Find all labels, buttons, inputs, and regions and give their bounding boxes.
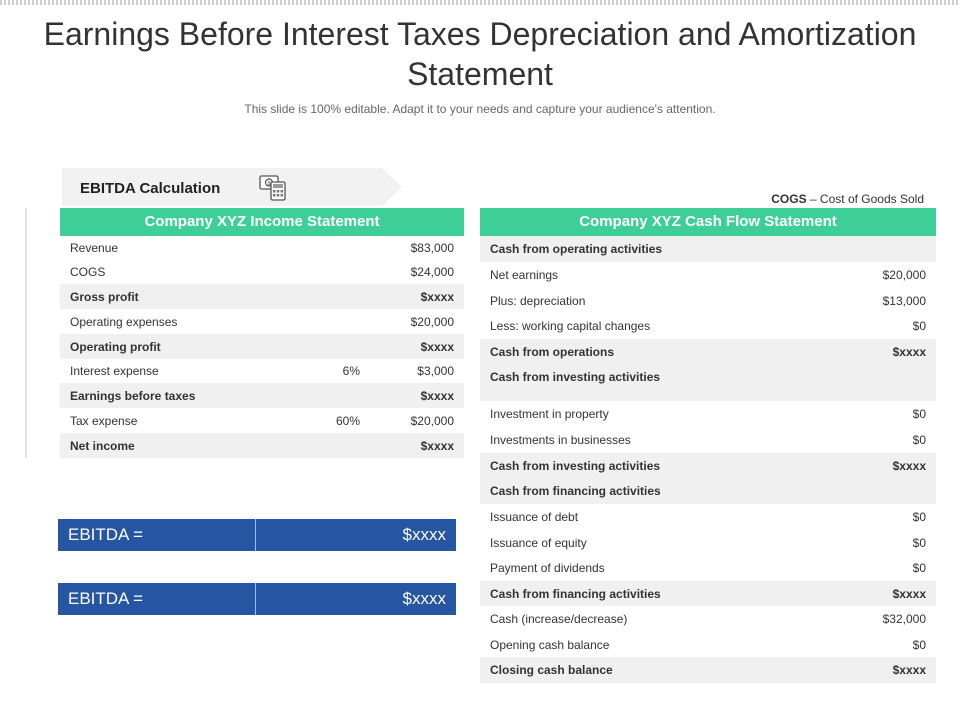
income-row-value: $3,000 xyxy=(417,364,454,378)
cash-flow-row-value: $32,000 xyxy=(882,612,926,626)
cash-flow-row-value: $0 xyxy=(912,510,926,524)
cash-flow-row-value: $xxxx xyxy=(892,345,926,359)
cash-flow-row-label: Cash from investing activities xyxy=(490,458,661,473)
cash-flow-row: Investments in businesses $0 xyxy=(480,427,936,453)
cash-flow-row-label: Payment of dividends xyxy=(490,561,605,575)
income-row-value: $20,000 xyxy=(410,413,454,428)
cash-flow-row: Cash from operations $xxxx xyxy=(480,339,936,365)
income-row-net-income: Net income $xxxx xyxy=(60,433,464,458)
income-row-interest-expense: Interest expense 6% $3,000 xyxy=(60,359,464,383)
income-row-label: Earnings before taxes xyxy=(70,388,196,403)
income-statement-header: Company XYZ Income Statement xyxy=(60,208,464,236)
cogs-definition: – Cost of Goods Sold xyxy=(806,192,924,206)
cash-flow-row-label: Closing cash balance xyxy=(490,663,613,677)
cash-flow-row-value: $0 xyxy=(912,637,926,652)
cash-flow-row-label: Investments in businesses xyxy=(490,433,631,447)
cash-flow-row-value: $0 xyxy=(912,319,926,333)
ebitda-label: EBITDA = xyxy=(58,583,256,615)
cash-flow-row-value: $0 xyxy=(912,561,926,575)
cash-flow-row: Investment in property $0 xyxy=(480,401,936,427)
cash-flow-row: Net earnings $20,000 xyxy=(480,262,936,288)
cash-flow-row-label: Cash from operating activities xyxy=(490,242,663,256)
cash-flow-row: Payment of dividends $0 xyxy=(480,555,936,581)
cash-flow-row-value: $0 xyxy=(912,433,926,447)
cash-flow-row-value: $20,000 xyxy=(882,268,926,282)
income-row-label: Operating expenses xyxy=(70,314,178,329)
cash-flow-row: Opening cash balance $0 xyxy=(480,632,936,657)
cash-flow-row: Cash (increase/decrease) $32,000 xyxy=(480,606,936,632)
cash-flow-row-label: Opening cash balance xyxy=(490,637,610,652)
ebitda-box: EBITDA = $xxxx xyxy=(58,583,456,615)
ebitda-value: $xxxx xyxy=(402,589,446,608)
cash-flow-row-label: Net earnings xyxy=(490,268,559,282)
cash-flow-row-value: $xxxx xyxy=(892,586,926,601)
cash-flow-row-value: $0 xyxy=(912,407,926,421)
cash-flow-row: Cash from financing activities $xxxx xyxy=(480,581,936,606)
cash-flow-row: Issuance of debt $0 xyxy=(480,504,936,530)
left-divider-line xyxy=(25,208,27,458)
cogs-abbr: COGS xyxy=(771,192,807,206)
cash-flow-row-label: Cash from financing activities xyxy=(490,586,661,601)
income-row-value: $xxxx xyxy=(420,388,454,403)
income-row-value: $83,000 xyxy=(410,241,454,255)
cash-flow-row-label: Less: working capital changes xyxy=(490,319,651,333)
cash-flow-row: Plus: depreciation $13,000 xyxy=(480,288,936,313)
cash-flow-row: Cash from investing activities xyxy=(480,365,936,401)
cash-flow-row-value: $13,000 xyxy=(882,293,926,308)
cash-flow-row-label: Cash from financing activities xyxy=(490,484,661,498)
calculator-icon: $ xyxy=(259,175,286,201)
cash-flow-row-label: Investment in property xyxy=(490,407,609,421)
income-row-gross-profit: Gross profit $xxxx xyxy=(60,284,464,309)
cogs-note: COGS – Cost of Goods Sold xyxy=(700,192,924,206)
income-row-label: Tax expense xyxy=(70,413,138,428)
income-row-percent: 60% xyxy=(335,413,360,428)
income-row-label: Revenue xyxy=(70,241,119,255)
ebitda-value: $xxxx xyxy=(402,525,446,544)
calc-label: EBITDA Calculation xyxy=(80,180,221,197)
cash-flow-row: Less: working capital changes $0 xyxy=(480,313,936,339)
income-row-tax-expense: Tax expense 60% $20,000 xyxy=(60,408,464,433)
banner-arrow-shape xyxy=(62,168,402,206)
cash-flow-row: Cash from investing activities $xxxx xyxy=(480,453,936,478)
top-border xyxy=(0,0,960,5)
cash-flow-row: Cash from financing activities xyxy=(480,478,936,504)
cash-flow-row-label: Cash (increase/decrease) xyxy=(490,612,628,626)
cash-flow-row-label: Cash from investing activities xyxy=(490,370,661,384)
income-row-value: $24,000 xyxy=(410,265,454,279)
cash-flow-row: Issuance of equity $0 xyxy=(480,530,936,555)
calc-banner: EBITDA Calculation $ xyxy=(62,168,402,206)
income-row-label: Interest expense xyxy=(70,364,159,378)
page-title: Earnings Before Interest Taxes Depreciat… xyxy=(43,16,917,92)
ebitda-box: EBITDA = $xxxx xyxy=(58,519,456,551)
income-row-cogs: COGS $24,000 xyxy=(60,260,464,284)
income-row-value: $xxxx xyxy=(420,438,454,453)
income-row-earnings-before-taxes: Earnings before taxes $xxxx xyxy=(60,383,464,408)
ebitda-label: EBITDA = xyxy=(58,519,256,551)
cash-flow-row-value: $xxxx xyxy=(892,663,926,677)
cash-flow-row-value: $0 xyxy=(912,535,926,550)
income-row-label: Operating profit xyxy=(70,339,161,354)
cash-flow-row-label: Cash from operations xyxy=(490,345,615,359)
cash-flow-row-label: Issuance of debt xyxy=(490,510,579,524)
income-row-operating-profit: Operating profit $xxxx xyxy=(60,334,464,359)
income-row-operating-expenses: Operating expenses $20,000 xyxy=(60,309,464,334)
income-row-revenue: Revenue $83,000 xyxy=(60,236,464,260)
income-row-percent: 6% xyxy=(342,364,360,378)
income-row-label: Gross profit xyxy=(70,289,139,304)
income-row-value: $20,000 xyxy=(410,314,454,329)
cash-flow-row-label: Issuance of equity xyxy=(490,535,587,550)
income-row-value: $xxxx xyxy=(420,289,454,304)
page-subtitle: This slide is 100% editable. Adapt it to… xyxy=(244,102,716,116)
cash-flow-row: Closing cash balance $xxxx xyxy=(480,657,936,683)
income-row-label: Net income xyxy=(70,438,135,453)
cash-flow-row-value: $xxxx xyxy=(892,458,926,473)
cash-flow-header: Company XYZ Cash Flow Statement xyxy=(480,208,936,236)
income-row-label: COGS xyxy=(70,265,106,279)
svg-text:$: $ xyxy=(267,181,270,187)
cash-flow-row-label: Plus: depreciation xyxy=(490,293,586,308)
income-row-value: $xxxx xyxy=(420,339,454,354)
cash-flow-row: Cash from operating activities xyxy=(480,236,936,262)
